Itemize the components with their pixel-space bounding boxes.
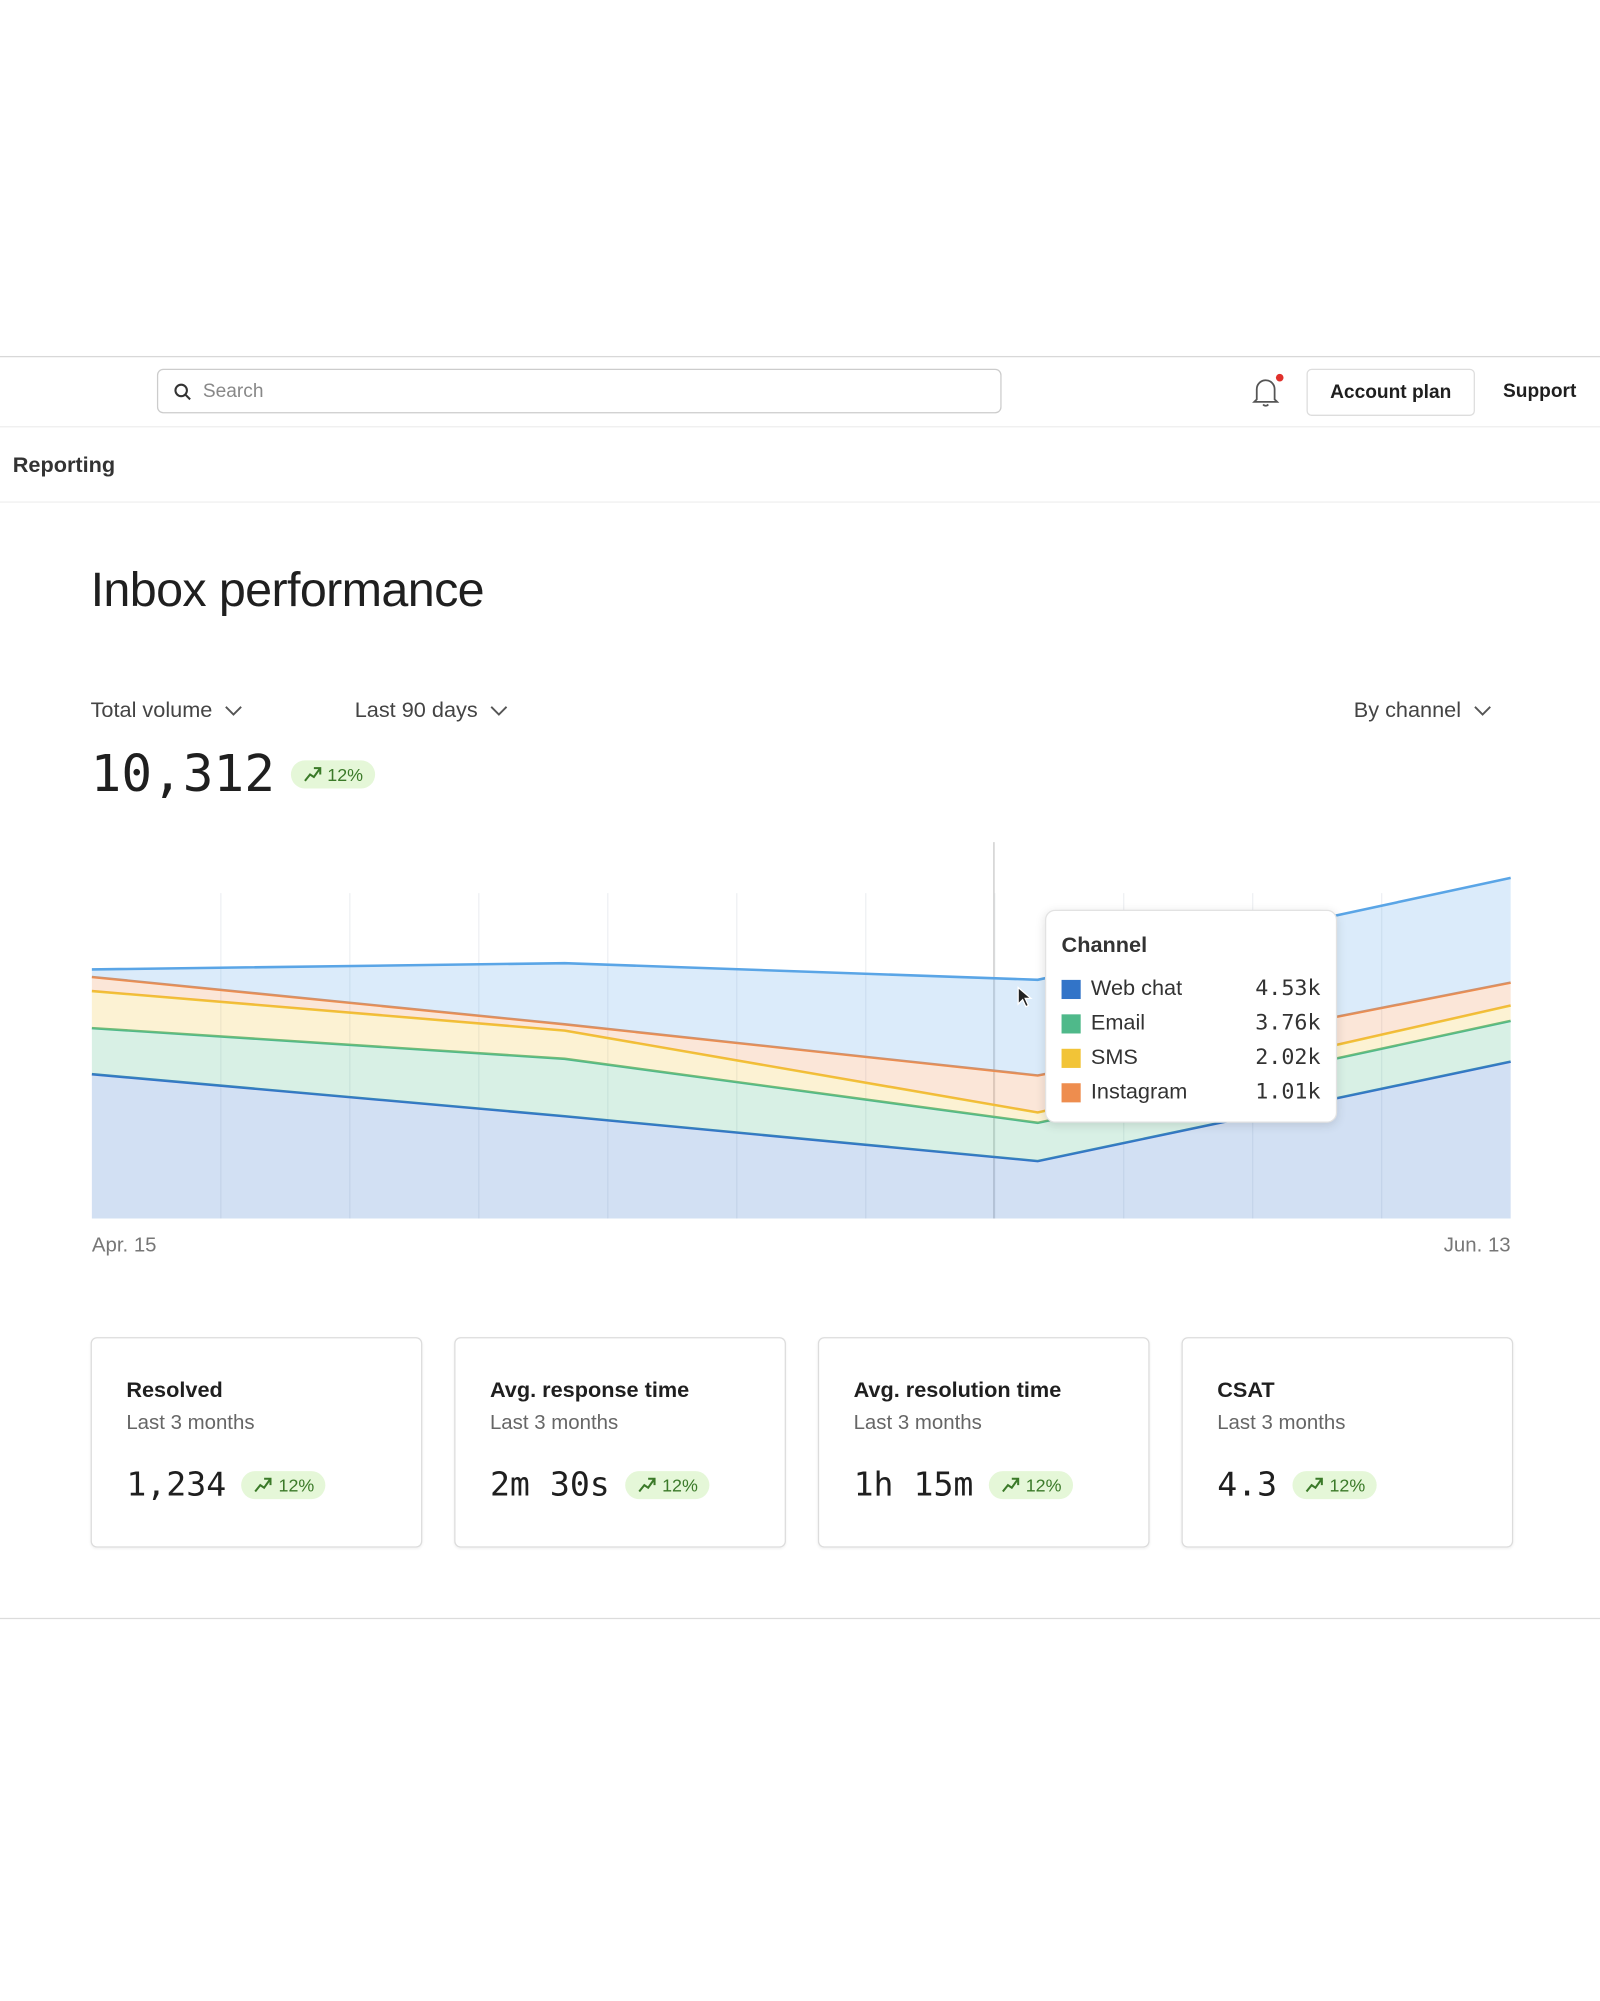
card-value: 2m 30s [489, 1466, 610, 1505]
trend-badge: 12% [290, 760, 375, 789]
page-title: Inbox performance [90, 563, 485, 618]
tooltip-row: Web chat 4.53k [1061, 976, 1321, 1002]
legend-label: Email [1090, 1010, 1146, 1035]
legend-label: Web chat [1090, 976, 1183, 1001]
dropdown-label: Total volume [90, 697, 213, 723]
tooltip-value: 3.76k [1255, 1010, 1321, 1037]
trend-value: 12% [278, 1474, 315, 1496]
dropdown-label: By channel [1353, 697, 1462, 723]
trend-value: 12% [1329, 1474, 1366, 1496]
legend-swatch [1061, 1048, 1081, 1068]
x-tick-label: Apr. 15 [92, 1235, 157, 1257]
card-value: 1h 15m [853, 1466, 974, 1505]
tooltip-value: 4.53k [1255, 976, 1321, 1002]
search-placeholder: Search [202, 380, 264, 402]
kpi-card: Avg. resolution time Last 3 months 1h 15m 1… [817, 1337, 1150, 1548]
chart: Apr. 15 Jun. 13 [91, 842, 1511, 1257]
card-subtitle: Last 3 months [1217, 1412, 1346, 1435]
card-value: 1,234 [126, 1466, 227, 1505]
card-value-row: 1h 15m 12% [854, 1466, 1073, 1504]
legend-swatch [1061, 1013, 1081, 1033]
card-value-row: 1,234 12% [126, 1466, 326, 1505]
trend-icon [254, 1477, 272, 1493]
account-plan-button[interactable]: Account plan [1306, 368, 1475, 416]
trend-icon [638, 1477, 656, 1493]
trend-badge: 12% [988, 1471, 1073, 1500]
x-tick-label: Jun. 13 [1444, 1235, 1511, 1257]
cursor [1017, 986, 1033, 1008]
tooltip-title: Channel [1061, 932, 1148, 957]
card-subtitle: Last 3 months [853, 1412, 982, 1435]
trend-badge: 12% [625, 1471, 710, 1500]
trend-icon [303, 767, 321, 782]
tooltip-row: Instagram 1.01k [1061, 1079, 1321, 1105]
search-box[interactable]: Search [156, 368, 1002, 414]
support-link[interactable]: Support [1503, 380, 1577, 402]
trend-icon [1001, 1477, 1020, 1493]
legend-swatch [1061, 1082, 1081, 1102]
divider [0, 1617, 1600, 1620]
chevron [491, 705, 508, 716]
range-dropdown[interactable]: Last 90 days [355, 698, 509, 724]
kpi-card: Resolved Last 3 months 1,234 12% [90, 1337, 423, 1548]
tooltip-row: Email 3.76k [1061, 1010, 1321, 1037]
chevron [1474, 705, 1492, 716]
tooltip-value: 1.01k [1255, 1079, 1321, 1105]
trend-icon [1305, 1477, 1323, 1493]
trend-value: 12% [327, 764, 364, 785]
card-value-row: 2m 30s 12% [489, 1466, 710, 1505]
chevron [225, 705, 243, 716]
search-icon [174, 383, 191, 400]
card-value-row: 4.3 12% [1217, 1466, 1377, 1505]
trend-badge: 12% [241, 1471, 326, 1500]
area [91, 1061, 1511, 1219]
total-row: 10,312 12% [91, 745, 375, 804]
trend-value: 12% [1025, 1474, 1062, 1496]
divider [0, 501, 1600, 503]
tooltip-row: SMS 2.02k [1061, 1044, 1321, 1071]
breadcrumb[interactable]: Reporting [12, 452, 116, 478]
card-title: CSAT [1217, 1377, 1275, 1403]
notification-bell[interactable] [1250, 373, 1284, 411]
kpi-card: Avg. response time Last 3 months 2m 30s 12% [454, 1337, 786, 1548]
total-value: 10,312 [90, 745, 275, 804]
divider [0, 355, 1600, 358]
card-title: Resolved [126, 1377, 223, 1403]
metric-dropdown[interactable]: Total volume [91, 698, 243, 724]
tooltip-value: 2.02k [1255, 1044, 1321, 1071]
legend-label: SMS [1090, 1044, 1138, 1070]
card-subtitle: Last 3 months [126, 1412, 255, 1435]
dropdown-label: Last 90 days [354, 697, 478, 723]
grouping-dropdown[interactable]: By channel [1354, 698, 1492, 724]
card-value: 4.3 [1217, 1466, 1278, 1505]
divider [0, 426, 1600, 428]
card-title: Avg. resolution time [853, 1377, 1062, 1403]
legend-label: Instagram [1090, 1079, 1188, 1104]
trend-badge: 12% [1292, 1471, 1377, 1500]
trend-value: 12% [662, 1474, 698, 1496]
kpi-card: CSAT Last 3 months 4.3 12% [1181, 1337, 1514, 1548]
tooltip: Channel Web chat 4.53k Email 3.76k SMS 2.02k I… [1044, 909, 1338, 1123]
legend-swatch [1061, 979, 1081, 999]
card-subtitle: Last 3 months [489, 1412, 619, 1435]
card-title: Avg. response time [489, 1377, 690, 1403]
